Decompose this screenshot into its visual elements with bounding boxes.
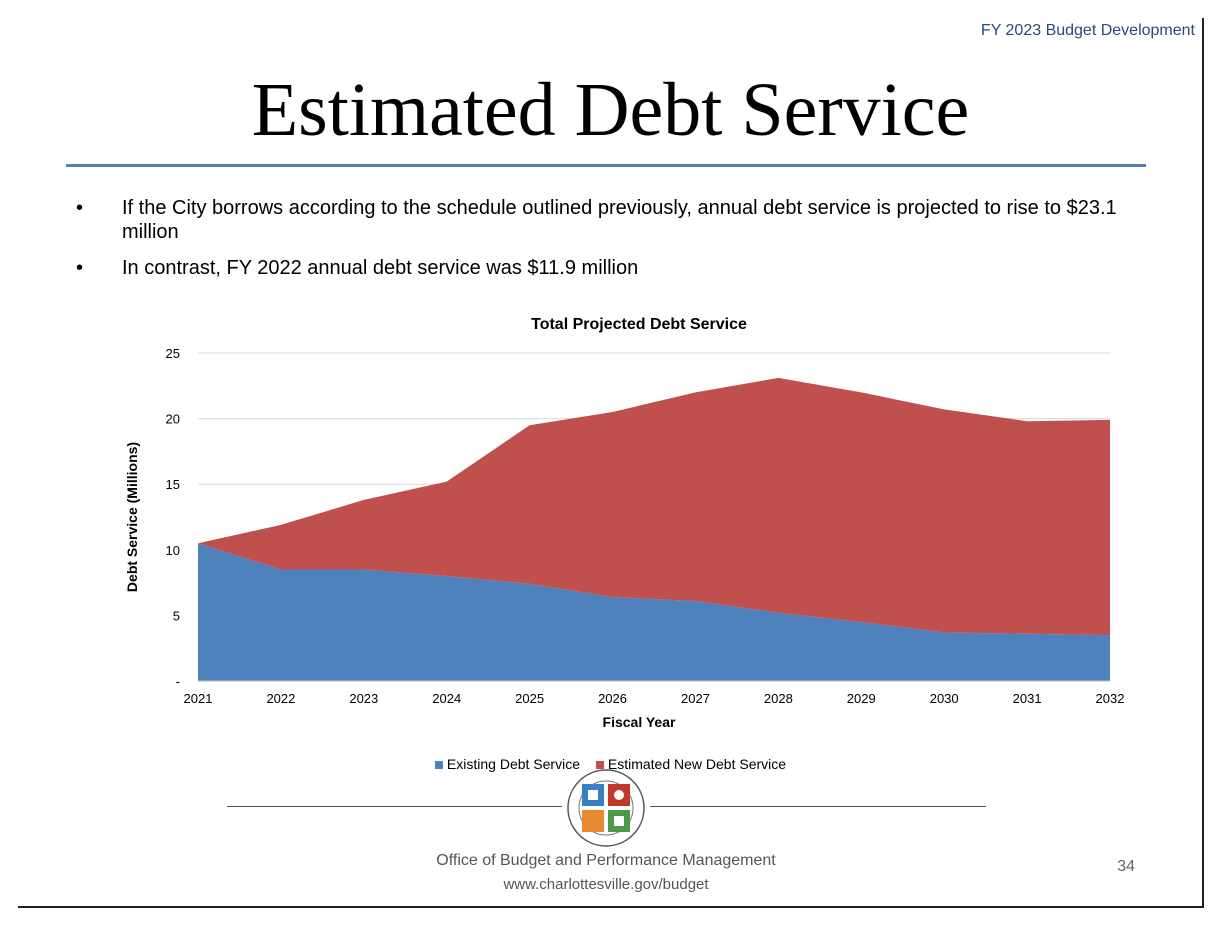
footer-url: www.charlottesville.gov/budget	[503, 876, 709, 893]
slide-frame	[18, 18, 1204, 908]
x-tick-label: 2022	[266, 691, 295, 706]
x-axis-label: Fiscal Year	[603, 714, 676, 730]
y-tick-label: 5	[173, 608, 180, 623]
x-tick-label: 2030	[930, 691, 959, 706]
bullet-text: If the City borrows according to the sch…	[122, 197, 1117, 243]
legend-label-new: Estimated New Debt Service	[607, 756, 787, 772]
city-seal-icon	[567, 769, 645, 847]
area-series-existing	[198, 543, 1110, 681]
y-axis-ticks: - 5 10 15 20 25	[166, 346, 180, 689]
legend-label-existing: Existing Debt Service	[446, 756, 580, 772]
y-tick-label: -	[176, 674, 180, 689]
legend-swatch-new	[595, 761, 604, 770]
title-underline	[66, 164, 1146, 167]
x-axis-ticks: 2021 2022 2023 2024 2025 2026 2027 2028 2029 2030…	[184, 691, 1125, 706]
legend-item-new: Estimated New Debt Service	[595, 756, 787, 772]
x-tick-label: 2029	[847, 691, 876, 706]
legend-swatch-existing	[434, 761, 443, 770]
footer-rule-right	[650, 806, 986, 807]
slide-title: Estimated Debt Service	[251, 68, 970, 152]
x-tick-label: 2021	[184, 691, 213, 706]
bullet-item: • If the City borrows according to the sc…	[76, 196, 1156, 244]
x-tick-label: 2024	[432, 691, 461, 706]
y-tick-label: 10	[166, 543, 180, 558]
bullet-list: • If the City borrows according to the sc…	[76, 196, 1156, 292]
y-tick-label: 20	[166, 412, 180, 427]
page-number: 34	[1117, 858, 1135, 875]
legend-item-existing: Existing Debt Service	[434, 756, 580, 772]
y-tick-label: 15	[166, 477, 180, 492]
footer-rule-left	[227, 806, 562, 807]
x-tick-label: 2031	[1013, 691, 1042, 706]
x-tick-label: 2023	[349, 691, 378, 706]
x-tick-label: 2032	[1096, 691, 1125, 706]
x-tick-label: 2027	[681, 691, 710, 706]
chart-areas	[198, 377, 1110, 682]
x-tick-label: 2026	[598, 691, 627, 706]
chart-title: Total Projected Debt Service	[531, 316, 747, 333]
debt-service-chart: Total Projected Debt Service -510152025 …	[124, 316, 1125, 730]
chart-legend: Existing Debt Service Estimated New Debt…	[0, 756, 1221, 772]
bullet-marker: •	[76, 197, 84, 219]
footer-office: Office of Budget and Performance Managem…	[436, 852, 776, 869]
area-series-new	[198, 377, 1110, 636]
bullet-text: In contrast, FY 2022 annual debt service…	[122, 257, 639, 279]
y-tick-label: 25	[166, 346, 180, 361]
y-axis-label: Debt Service (Millions)	[124, 442, 140, 592]
x-tick-label: 2025	[515, 691, 544, 706]
x-tick-label: 2028	[764, 691, 793, 706]
bullet-item: • In contrast, FY 2022 annual debt servic…	[76, 256, 1156, 280]
header-tag: FY 2023 Budget Development	[980, 22, 1195, 39]
bullet-marker: •	[76, 257, 84, 279]
